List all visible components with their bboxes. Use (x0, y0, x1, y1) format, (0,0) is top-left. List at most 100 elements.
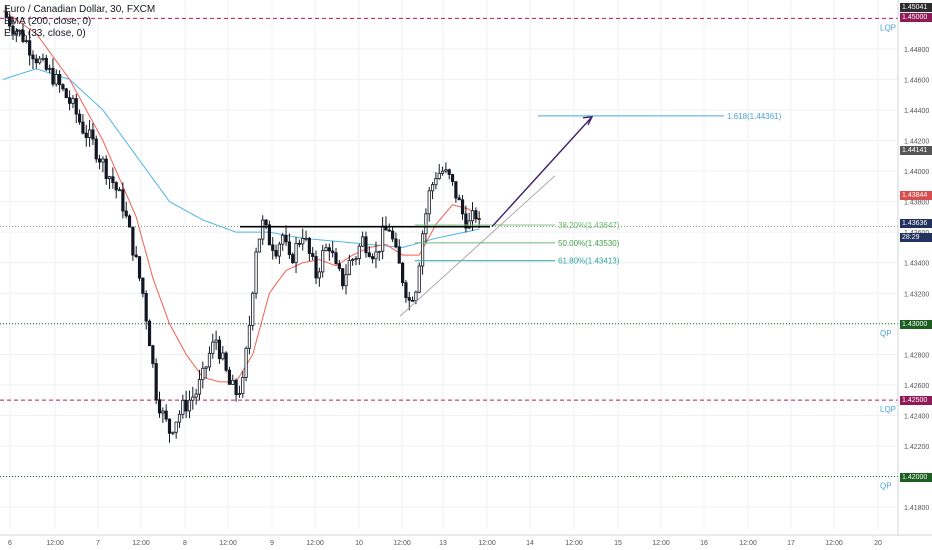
candle (317, 267, 321, 287)
candle-body (171, 431, 175, 434)
candle (21, 23, 25, 44)
candle (94, 135, 98, 163)
candle-body (374, 251, 378, 260)
candle-body (4, 11, 8, 18)
candle-body (134, 254, 138, 258)
moving-averages (2, 10, 480, 383)
candle (124, 201, 128, 219)
candle (154, 358, 158, 405)
candle (450, 173, 455, 186)
candle-body (351, 259, 355, 262)
candle (400, 261, 405, 287)
candle (114, 181, 118, 199)
candle (364, 231, 368, 258)
candle-body (377, 250, 381, 253)
candle (301, 228, 305, 251)
candle-body (231, 379, 235, 385)
price-label: 28:29 (900, 233, 932, 243)
candle-body (454, 181, 458, 199)
candle-body (357, 245, 361, 259)
price-axis-bg (898, 0, 932, 550)
candle-body (214, 339, 218, 343)
candle-body (18, 29, 22, 32)
candle-body (281, 234, 285, 245)
candle-body (464, 213, 468, 229)
price-axis: 1.45000 1.44800 1.44600 1.44400 1.44200 1.440… (897, 0, 932, 550)
candle-body (227, 369, 232, 385)
candle-body (174, 421, 178, 433)
candle (397, 239, 401, 264)
fib-label-f382: 38.20%(1.43647) (558, 221, 620, 230)
candle-body (301, 238, 305, 245)
price-tick: 1.43400 (904, 261, 929, 268)
candle (187, 390, 192, 419)
time-tick: 20 (874, 540, 882, 547)
candle (321, 244, 325, 278)
candle (371, 253, 375, 264)
time-tick: 15 (614, 540, 622, 547)
candle (264, 218, 268, 230)
candle-body (311, 253, 315, 257)
candle (197, 369, 202, 400)
candle-body (257, 238, 262, 253)
time-tick: 9 (270, 540, 274, 547)
candle-body (440, 170, 445, 174)
ema200-legend[interactable]: EMA (200, close, 0) (4, 16, 92, 27)
candle-body (184, 399, 188, 412)
candle (194, 388, 198, 405)
candle (211, 333, 215, 359)
time-tick: 6 (8, 540, 12, 547)
candle-body (307, 237, 311, 254)
candle-body (121, 189, 125, 212)
candle (241, 371, 245, 398)
candle-body (251, 292, 255, 326)
candle (181, 394, 185, 419)
symbol-title[interactable]: Euro / Canadian Dollar, 30, FXCM (4, 4, 156, 15)
candle (387, 223, 391, 232)
candle (324, 243, 328, 252)
fib-label-ext: 1.618(1.44361) (727, 112, 782, 121)
candle-body (117, 189, 122, 192)
candle (201, 361, 205, 389)
candle-body (267, 224, 272, 246)
candle-body (420, 233, 425, 267)
candle (444, 162, 448, 174)
candle (297, 239, 301, 248)
candle-body (294, 242, 298, 264)
candle-body (410, 299, 415, 302)
candle-body (101, 158, 105, 163)
candle-body (177, 413, 182, 423)
candle (440, 166, 445, 176)
candle (87, 119, 92, 147)
candle-body (287, 241, 291, 255)
candle-body (364, 236, 368, 254)
candle-body (154, 363, 158, 401)
price-tick: 1.42800 (904, 352, 929, 359)
candle-body (470, 210, 475, 222)
ema33-legend[interactable]: EMA (33, close, 0) (4, 28, 86, 39)
candle-body (204, 366, 208, 369)
candle (107, 175, 112, 190)
candle-body (271, 244, 275, 251)
candle (54, 69, 58, 87)
candle (101, 156, 105, 173)
candle (227, 366, 232, 385)
candle (394, 232, 398, 249)
candle-body (264, 219, 268, 226)
candle (214, 330, 218, 350)
candle (41, 53, 45, 62)
candle-body (327, 247, 331, 252)
candle (171, 431, 175, 436)
candle-body (430, 184, 435, 192)
price-label: 1.42500 (900, 396, 932, 406)
candle-body (381, 225, 385, 252)
candle-body (234, 379, 238, 395)
candle-body (291, 254, 295, 264)
candle-body (161, 410, 165, 414)
candle-body (144, 293, 148, 322)
price-tick: 1.42200 (904, 444, 929, 451)
price-tick: 1.42600 (904, 383, 929, 390)
candle-body (241, 377, 245, 395)
candle (464, 205, 468, 233)
